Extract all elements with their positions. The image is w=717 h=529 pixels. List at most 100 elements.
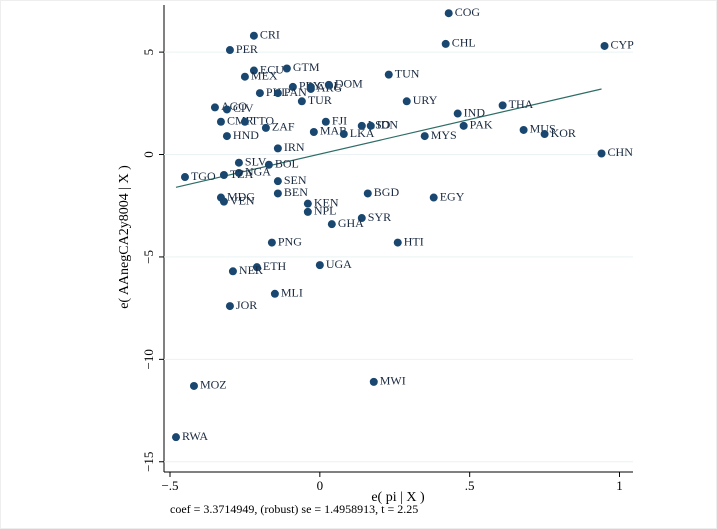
point [171, 433, 180, 442]
point [219, 171, 228, 180]
point-label: IDN [377, 118, 399, 132]
point [288, 82, 297, 91]
point [420, 132, 429, 141]
point-label: MOZ [200, 378, 227, 392]
x-axis-title: e( pi | X ) [371, 490, 425, 505]
point-label: MYS [431, 128, 457, 142]
point-label: VEN [230, 193, 255, 207]
point [357, 214, 366, 223]
point-label: MEX [251, 68, 278, 82]
point-label: ECU [260, 62, 284, 76]
point [309, 127, 318, 136]
point-label: BOL [275, 157, 299, 171]
point [327, 220, 336, 229]
point [180, 173, 189, 182]
point [222, 132, 231, 141]
point-label: JOR [236, 298, 257, 312]
point [273, 144, 282, 153]
point-label: DOM [335, 77, 363, 91]
point-label: TUN [395, 66, 420, 80]
point-label: NER [239, 263, 263, 277]
point-label: BEN [284, 185, 308, 199]
point-label: HTI [404, 234, 424, 248]
point-label: MDG [227, 189, 255, 203]
point [225, 46, 234, 55]
point-label: EGY [440, 189, 465, 203]
x-tick-label: 0 [317, 478, 324, 493]
point-label: URY [413, 93, 438, 107]
point [357, 121, 366, 130]
point [306, 84, 315, 93]
x-tick-label: 1 [616, 478, 623, 493]
point [519, 125, 528, 134]
point [249, 66, 258, 75]
point-label: PAK [470, 118, 493, 132]
point [540, 130, 549, 139]
y-tick-label: −15 [141, 452, 156, 472]
point [366, 121, 375, 130]
point [273, 89, 282, 98]
note: coef = 3.3714949, (robust) se = 1.495891… [170, 502, 418, 516]
point [234, 158, 243, 167]
point [321, 117, 330, 126]
point [498, 101, 507, 110]
point-label: TZA [230, 167, 254, 181]
point-label: PER [236, 42, 258, 56]
point [267, 238, 276, 247]
point [444, 9, 453, 18]
point [600, 41, 609, 50]
point-label: CRI [260, 27, 280, 41]
point [453, 109, 462, 118]
point [297, 97, 306, 106]
point [315, 261, 324, 270]
point-label: ETH [263, 259, 287, 273]
point-label: MLI [281, 286, 303, 300]
point-label: CIV [233, 101, 254, 115]
point [210, 103, 219, 112]
point-label: KOR [551, 126, 576, 140]
point-label: MWI [380, 374, 406, 388]
point-label: TGO [191, 169, 216, 183]
fit-line [175, 88, 602, 188]
point-label: TUR [308, 93, 332, 107]
point-label: COG [455, 5, 481, 19]
point [597, 149, 606, 158]
point [219, 197, 228, 206]
point [240, 117, 249, 126]
point-label: ZAF [272, 120, 295, 134]
point [273, 189, 282, 198]
point [252, 263, 261, 272]
point [363, 189, 372, 198]
y-tick-label: 5 [141, 49, 156, 56]
point-label: LKA [350, 126, 375, 140]
point [261, 123, 270, 132]
y-tick-label: −10 [141, 349, 156, 369]
point [393, 238, 402, 247]
y-tick-label: −5 [141, 250, 156, 264]
point [216, 117, 225, 126]
point [459, 121, 468, 130]
point-label: SLV [245, 154, 267, 168]
point-label: CHN [608, 145, 634, 159]
point-label: IND [464, 105, 486, 119]
point-label: THA [509, 97, 534, 111]
point-label: MUS [530, 122, 556, 136]
point [402, 97, 411, 106]
point-label: RWA [182, 429, 208, 443]
point [255, 89, 264, 98]
y-axis-title: e( AAnegCA2y8004 | X ) [117, 165, 132, 309]
point-label: CHL [452, 36, 476, 50]
point-label: SYR [368, 210, 391, 224]
point [441, 39, 450, 48]
point [303, 207, 312, 216]
point-label: GTM [293, 60, 320, 74]
point [270, 289, 279, 298]
point [429, 193, 438, 202]
x-tick-label: −.5 [161, 478, 178, 493]
point-label: NGA [245, 165, 271, 179]
x-tick-label: .5 [465, 478, 475, 493]
point-label: PNG [278, 234, 302, 248]
point [273, 177, 282, 186]
point [240, 72, 249, 81]
